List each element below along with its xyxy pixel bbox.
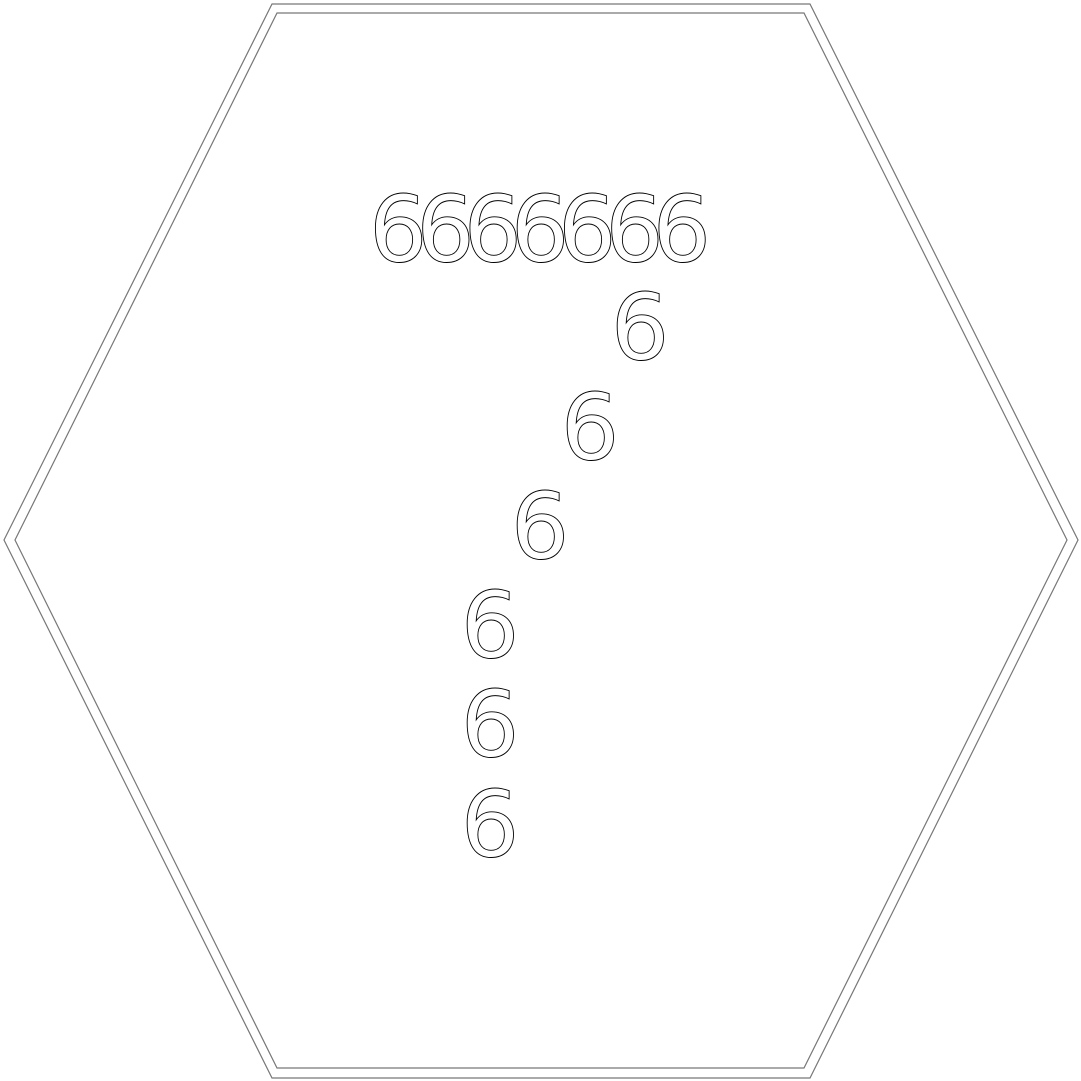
diagonal-digit: 6: [611, 274, 670, 381]
inner-hexagon-outline: [14, 12, 1068, 1069]
diagonal-digit: 6: [461, 671, 520, 778]
outer-hexagon-outline: [3, 3, 1079, 1079]
diagonal-digit: 6: [461, 771, 520, 878]
diagonal-digit: 6: [561, 374, 620, 481]
top-digit-row: 6666666: [369, 176, 711, 283]
diagonal-digit: 6: [511, 473, 570, 580]
diagonal-digit: 6: [461, 572, 520, 679]
digit-pattern: 6666666 6 6 6 6 6 6: [369, 176, 712, 879]
